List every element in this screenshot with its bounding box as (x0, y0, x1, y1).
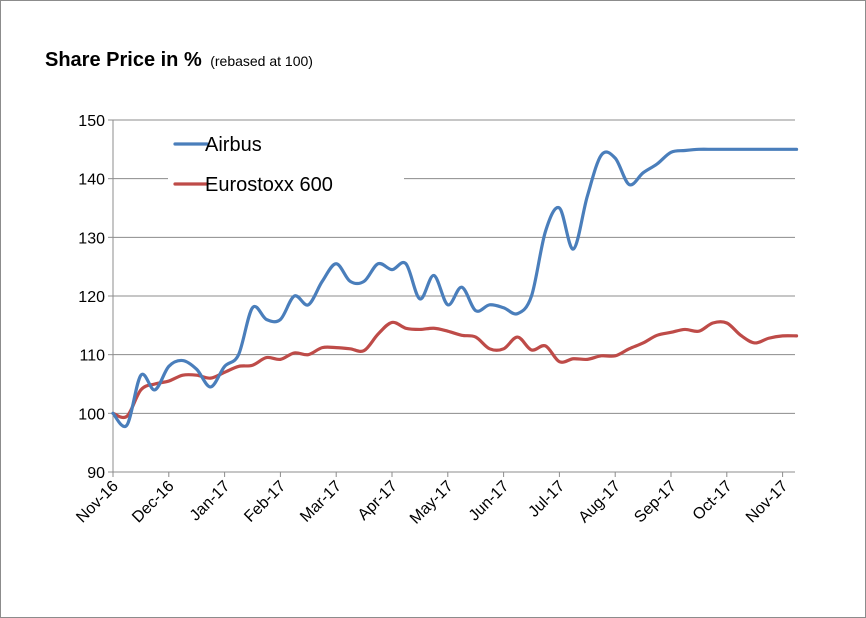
x-tick-label-Nov-17: Nov-17 (743, 478, 792, 527)
x-tick-label-Jul-17: Jul-17 (525, 478, 568, 521)
chart-title-main: Share Price in % (45, 49, 202, 71)
x-tick-label-Mar-17: Mar-17 (297, 478, 345, 526)
y-tick-label-140: 140 (78, 172, 105, 189)
y-tick-label-130: 130 (78, 230, 105, 247)
legend-box (168, 124, 404, 200)
chart-title-subtitle: (rebased at 100) (210, 53, 313, 69)
legend-label-airbus: Airbus (205, 134, 262, 156)
x-tick-label-Jan-17: Jan-17 (187, 478, 234, 525)
x-tick-label-May-17: May-17 (407, 478, 457, 528)
x-tick-label-Oct-17: Oct-17 (690, 478, 736, 524)
x-tick-label-Dec-16: Dec-16 (129, 478, 178, 527)
y-tick-label-90: 90 (87, 465, 105, 482)
series-line-airbus (111, 147, 799, 429)
series-line-eurostoxx-600 (111, 320, 799, 420)
y-tick-label-120: 120 (78, 289, 105, 306)
legend-label-eurostoxx-600: Eurostoxx 600 (205, 174, 333, 196)
x-tick-label-Aug-17: Aug-17 (576, 478, 625, 527)
y-tick-label-110: 110 (79, 348, 105, 365)
y-tick-label-150: 150 (78, 113, 105, 130)
x-tick-label-Jun-17: Jun-17 (466, 478, 513, 525)
x-tick-label-Feb-17: Feb-17 (241, 478, 289, 526)
x-tick-label-Sep-17: Sep-17 (631, 478, 680, 527)
x-tick-label-Nov-16: Nov-16 (73, 478, 122, 527)
x-tick-label-Apr-17: Apr-17 (355, 478, 401, 524)
y-tick-label-100: 100 (78, 406, 105, 423)
chart-title: Share Price in % (rebased at 100) (45, 49, 313, 72)
